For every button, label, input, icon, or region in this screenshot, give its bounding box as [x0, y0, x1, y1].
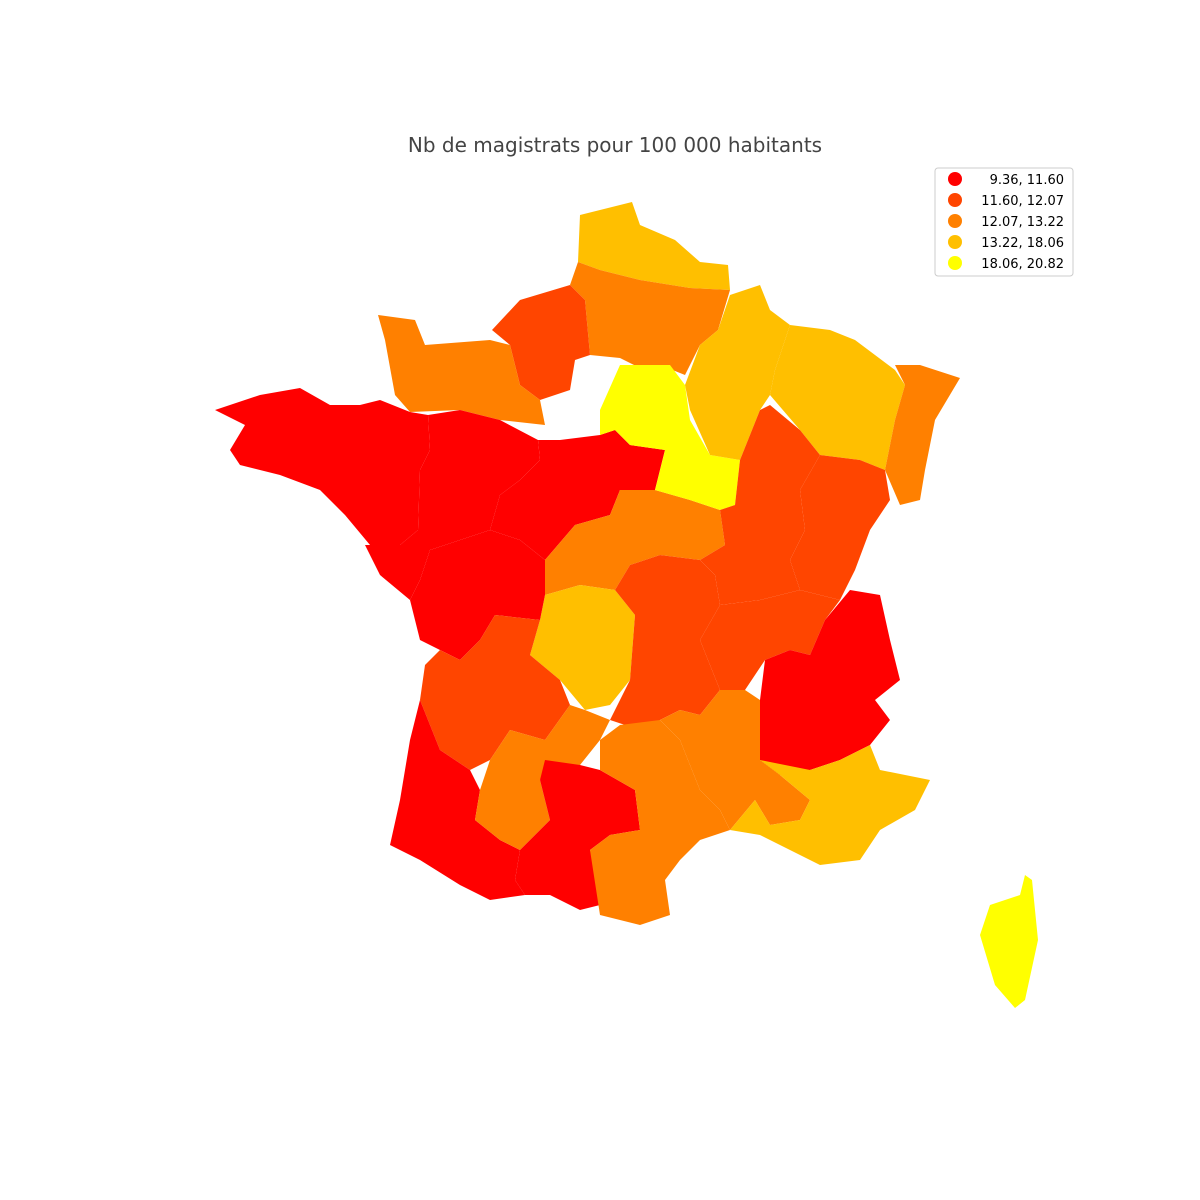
- region: [600, 365, 740, 510]
- region: [790, 455, 890, 600]
- region: [420, 615, 570, 770]
- legend-marker: [948, 256, 962, 270]
- region: [610, 555, 720, 730]
- region: [590, 720, 730, 925]
- region: [885, 365, 960, 505]
- regions: [215, 202, 1038, 1008]
- legend-label: 9.36, 11.60: [990, 173, 1064, 188]
- region: [570, 262, 730, 375]
- region: [980, 875, 1038, 1008]
- legend-label: 12.07, 13.22: [981, 215, 1064, 230]
- region: [660, 690, 810, 830]
- region: [365, 410, 540, 600]
- region: [545, 490, 725, 595]
- region: [700, 405, 820, 605]
- legend-label: 11.60, 12.07: [981, 194, 1064, 209]
- region: [578, 202, 730, 290]
- region: [475, 705, 610, 850]
- region: [515, 760, 640, 910]
- legend-marker: [948, 172, 962, 186]
- region: [490, 430, 665, 560]
- region: [760, 590, 900, 775]
- legend-marker: [948, 193, 962, 207]
- region: [215, 388, 430, 545]
- legend-marker: [948, 214, 962, 228]
- region: [390, 700, 525, 900]
- region: [530, 585, 635, 710]
- region: [770, 325, 905, 470]
- region: [378, 315, 545, 425]
- region: [730, 745, 930, 865]
- region: [492, 285, 590, 400]
- region: [685, 285, 790, 460]
- map-title: Nb de magistrats pour 100 000 habitants: [408, 133, 822, 157]
- legend-box: [934, 167, 1074, 277]
- legend: 9.36, 11.60 11.60, 12.07 12.07, 13.22 13.22…: [948, 172, 1064, 272]
- region: [410, 530, 545, 660]
- legend-label: 13.22, 18.06: [981, 236, 1064, 251]
- legend-marker: [948, 235, 962, 249]
- legend-label: 18.06, 20.82: [981, 257, 1064, 272]
- region: [700, 590, 840, 690]
